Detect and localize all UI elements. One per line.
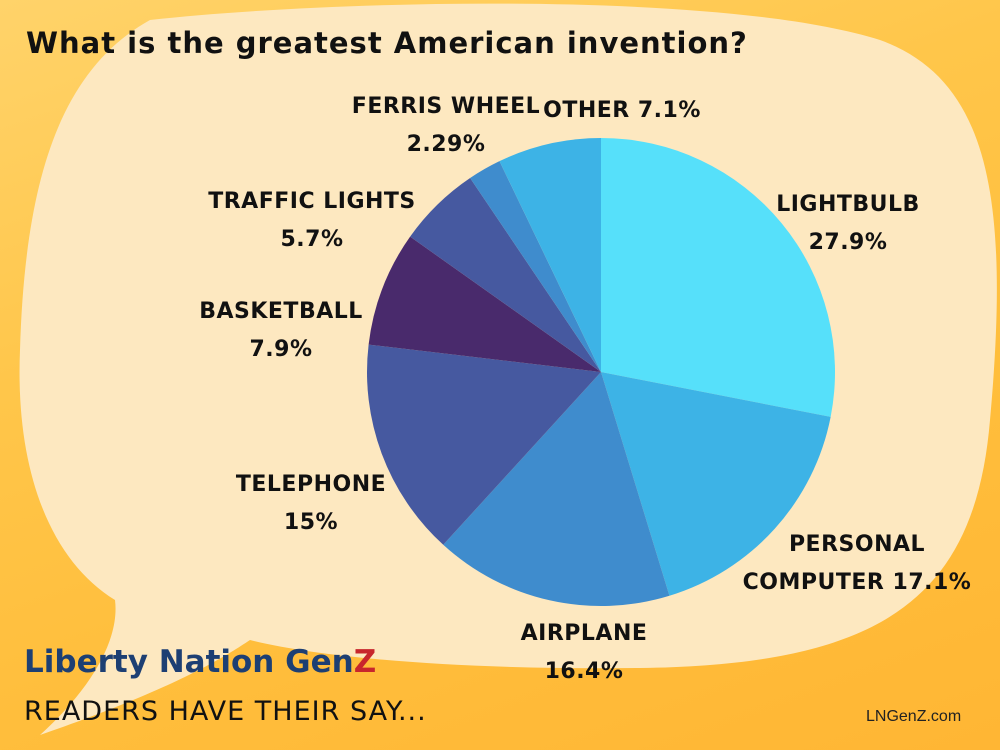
pie-slice-other <box>499 138 601 372</box>
label-value: 7.9% <box>249 337 313 362</box>
label-value: 27.9% <box>808 230 888 255</box>
label-name: AIRPLANE <box>520 621 648 646</box>
label-value: COMPUTER 17.1% <box>742 570 972 595</box>
label-name: TELEPHONE <box>235 472 387 497</box>
label-value: 5.7% <box>280 227 344 252</box>
label-traffic-lights: TRAFFIC LIGHTS 5.7% <box>208 183 416 259</box>
chart-title: What is the greatest American invention? <box>26 26 748 60</box>
label-lightbulb: LIGHTBULB 27.9% <box>776 186 920 262</box>
website-link[interactable]: LNGenZ.com <box>866 708 962 725</box>
label-ferris-wheel: FERRIS WHEEL 2.29% <box>352 88 540 164</box>
label-name: TRAFFIC LIGHTS <box>208 189 416 214</box>
label-name: OTHER 7.1% <box>543 98 701 123</box>
pie-slice-telephone <box>366 344 601 545</box>
pie-slice-airplane <box>443 372 670 606</box>
label-value: 2.29% <box>406 132 486 157</box>
label-name: BASKETBALL <box>199 299 363 324</box>
pie-slice-traffic-lights <box>410 178 601 372</box>
label-name: FERRIS WHEEL <box>351 94 541 119</box>
label-name: LIGHTBULB <box>776 192 920 217</box>
label-value: 16.4% <box>544 659 624 684</box>
label-value: 15% <box>283 510 339 535</box>
label-basketball: BASKETBALL 7.9% <box>199 293 363 369</box>
brand-main-text: Liberty Nation Gen <box>24 644 354 680</box>
label-airplane: AIRPLANE 16.4% <box>521 615 648 691</box>
brand-logo: Liberty Nation GenZ <box>24 644 376 680</box>
label-telephone: TELEPHONE 15% <box>236 466 386 542</box>
label-other: OTHER 7.1% <box>543 92 701 130</box>
pie-slice-ferris-wheel <box>470 161 601 372</box>
pie-slice-basketball <box>368 236 601 372</box>
tagline: READERS HAVE THEIR SAY... <box>24 696 427 727</box>
pie-slice-personal-computer <box>601 372 831 596</box>
label-personal-computer: PERSONAL COMPUTER 17.1% <box>743 526 972 602</box>
pie-slice-lightbulb <box>601 138 836 417</box>
label-name: PERSONAL <box>788 532 926 557</box>
brand-accent-text: Z <box>353 644 377 680</box>
